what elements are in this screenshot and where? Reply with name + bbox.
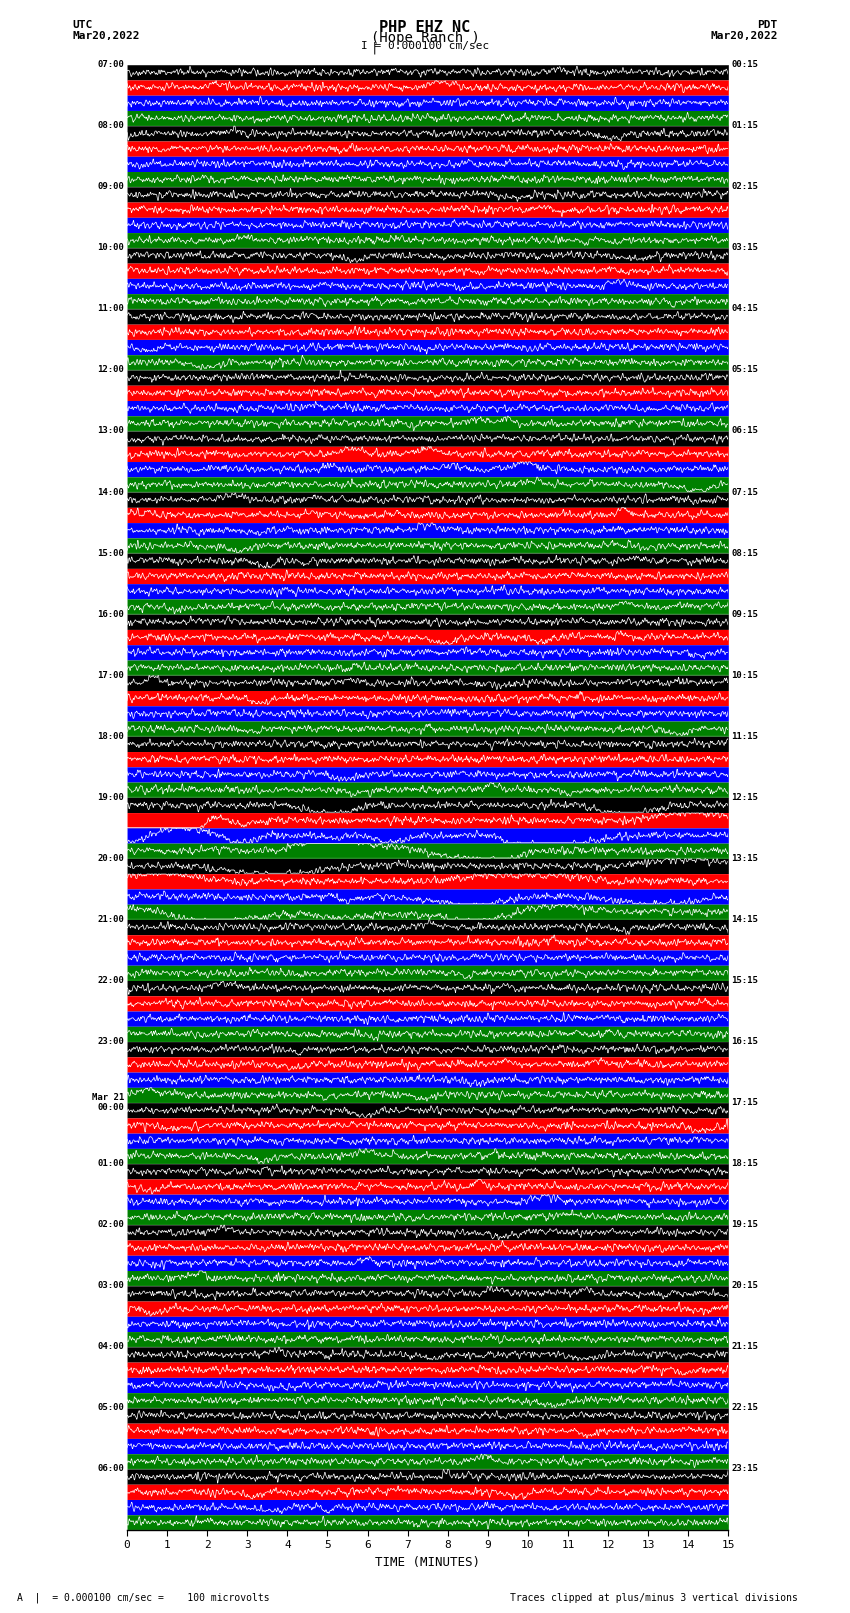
Text: 09:15: 09:15	[731, 610, 758, 619]
Text: 09:00: 09:00	[97, 182, 124, 192]
Text: 16:00: 16:00	[97, 610, 124, 619]
Text: 23:15: 23:15	[731, 1465, 758, 1473]
Text: 04:00: 04:00	[97, 1342, 124, 1352]
Text: 20:00: 20:00	[97, 853, 124, 863]
Text: 20:15: 20:15	[731, 1281, 758, 1290]
Text: 07:00: 07:00	[97, 60, 124, 69]
Text: 11:00: 11:00	[97, 305, 124, 313]
Text: 03:15: 03:15	[731, 244, 758, 252]
Text: 15:00: 15:00	[97, 548, 124, 558]
Text: PDT: PDT	[757, 19, 778, 31]
Text: Mar20,2022: Mar20,2022	[711, 31, 778, 40]
Text: 05:15: 05:15	[731, 366, 758, 374]
X-axis label: TIME (MINUTES): TIME (MINUTES)	[375, 1557, 480, 1569]
Text: Mar20,2022: Mar20,2022	[72, 31, 139, 40]
Text: 01:15: 01:15	[731, 121, 758, 131]
Text: 04:15: 04:15	[731, 305, 758, 313]
Text: 22:00: 22:00	[97, 976, 124, 986]
Text: 23:00: 23:00	[97, 1037, 124, 1047]
Text: 02:00: 02:00	[97, 1219, 124, 1229]
Text: 08:15: 08:15	[731, 548, 758, 558]
Text: (Hope Ranch ): (Hope Ranch )	[371, 31, 479, 45]
Text: A  |  = 0.000100 cm/sec =    100 microvolts: A | = 0.000100 cm/sec = 100 microvolts	[17, 1592, 269, 1603]
Text: PHP EHZ NC: PHP EHZ NC	[379, 19, 471, 35]
Text: 10:00: 10:00	[97, 244, 124, 252]
Text: 14:15: 14:15	[731, 915, 758, 924]
Text: Mar 21
00:00: Mar 21 00:00	[92, 1094, 124, 1113]
Text: 13:15: 13:15	[731, 853, 758, 863]
Text: 19:00: 19:00	[97, 794, 124, 802]
Text: UTC: UTC	[72, 19, 93, 31]
Text: 18:00: 18:00	[97, 732, 124, 740]
Text: 05:00: 05:00	[97, 1403, 124, 1413]
Text: 07:15: 07:15	[731, 487, 758, 497]
Text: 18:15: 18:15	[731, 1160, 758, 1168]
Text: 06:15: 06:15	[731, 426, 758, 436]
Text: 12:00: 12:00	[97, 366, 124, 374]
Text: 01:00: 01:00	[97, 1160, 124, 1168]
Text: 03:00: 03:00	[97, 1281, 124, 1290]
Text: 08:00: 08:00	[97, 121, 124, 131]
Text: 21:00: 21:00	[97, 915, 124, 924]
Text: 17:00: 17:00	[97, 671, 124, 679]
Text: 21:15: 21:15	[731, 1342, 758, 1352]
Text: Traces clipped at plus/minus 3 vertical divisions: Traces clipped at plus/minus 3 vertical …	[510, 1594, 798, 1603]
Text: 19:15: 19:15	[731, 1219, 758, 1229]
Text: 00:15: 00:15	[731, 60, 758, 69]
Text: |: |	[371, 40, 377, 55]
Text: I = 0.000100 cm/sec: I = 0.000100 cm/sec	[361, 40, 489, 52]
Text: 14:00: 14:00	[97, 487, 124, 497]
Text: 12:15: 12:15	[731, 794, 758, 802]
Text: 15:15: 15:15	[731, 976, 758, 986]
Text: 17:15: 17:15	[731, 1098, 758, 1107]
Text: 10:15: 10:15	[731, 671, 758, 679]
Text: 06:00: 06:00	[97, 1465, 124, 1473]
Text: 16:15: 16:15	[731, 1037, 758, 1047]
Text: 11:15: 11:15	[731, 732, 758, 740]
Text: 13:00: 13:00	[97, 426, 124, 436]
Text: 02:15: 02:15	[731, 182, 758, 192]
Text: 22:15: 22:15	[731, 1403, 758, 1413]
